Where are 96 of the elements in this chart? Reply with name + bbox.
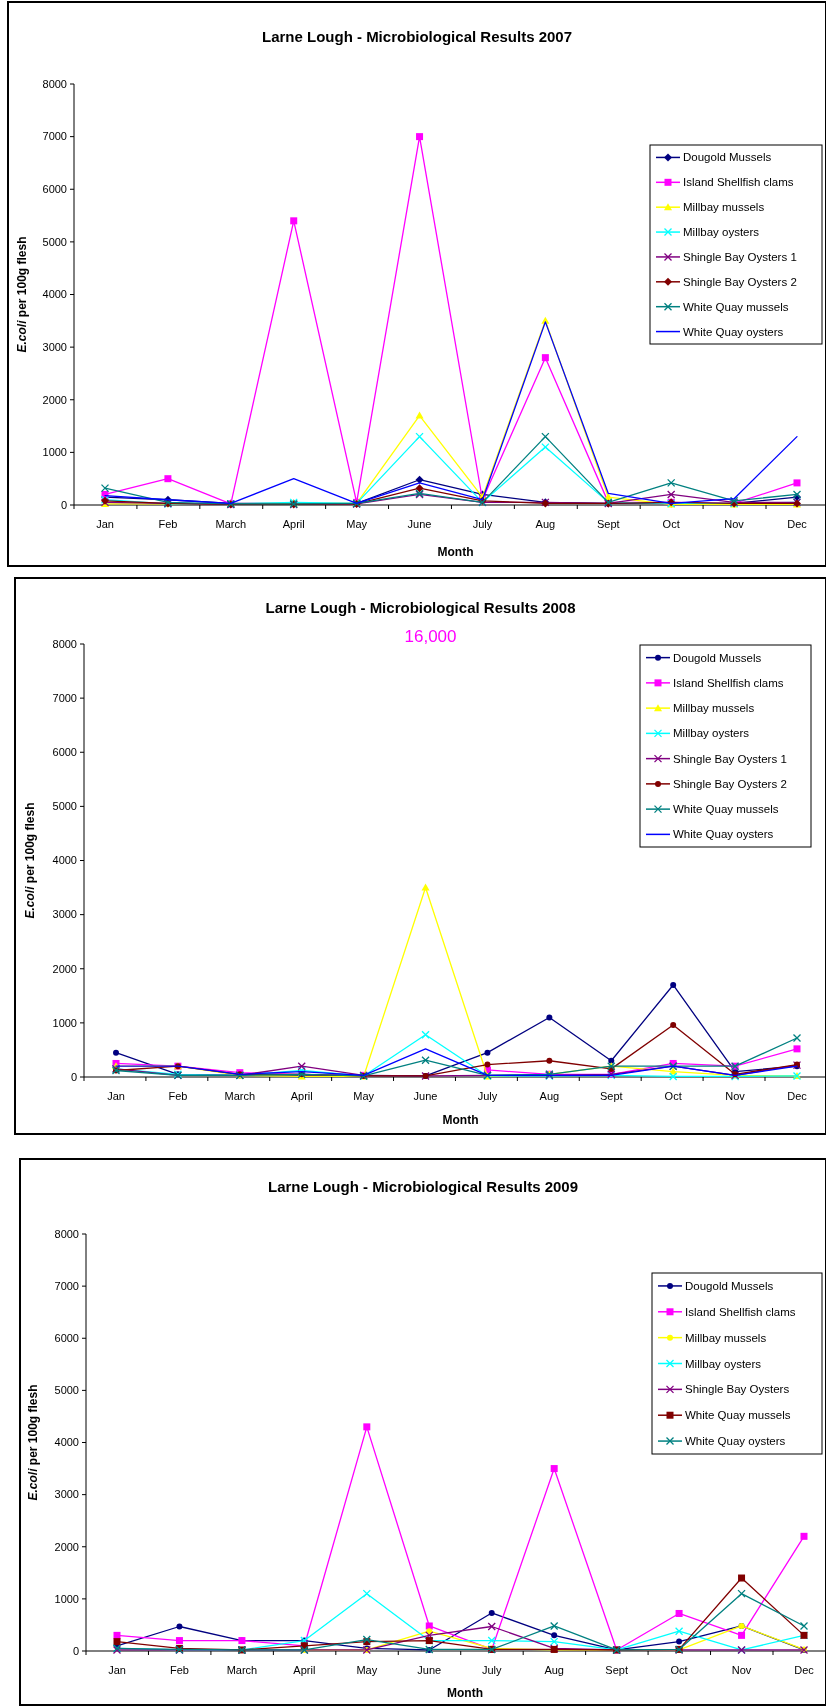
legend-label: Island Shellfish clams	[683, 176, 794, 189]
y-tick-label: 3000	[42, 340, 67, 353]
x-tick-label: Sept	[599, 1090, 623, 1102]
x-tick-label: July	[481, 1664, 503, 1676]
x-tick-label: Feb	[158, 518, 178, 530]
y-tick-label: 4000	[42, 288, 67, 301]
legend-label: Millbay mussels	[685, 1331, 767, 1344]
legend-label: White Quay oysters	[673, 828, 774, 841]
y-axis-title: E.coli per 100g flesh	[15, 236, 30, 353]
legend-label: Dougold Mussels	[683, 151, 772, 164]
chart-title: Larne Lough - Microbiological Results 2007	[261, 28, 573, 45]
y-tick-label: 4000	[52, 854, 77, 867]
x-tick-label: Oct	[670, 1664, 688, 1676]
x-tick-label: Aug	[535, 518, 556, 530]
y-tick-label: 7000	[42, 130, 67, 143]
y-tick-label: 0	[60, 498, 67, 511]
x-tick-label: Aug	[544, 1664, 564, 1676]
y-tick-label: 1000	[52, 1016, 77, 1029]
legend-label: Shingle Bay Oysters	[685, 1383, 790, 1396]
x-tick-label: Aug	[539, 1090, 560, 1102]
x-axis-title: Month	[447, 1686, 483, 1700]
legend-label: Millbay oysters	[683, 226, 760, 239]
y-tick-label: 2000	[42, 393, 67, 406]
x-tick-label: Sept	[605, 1664, 628, 1676]
legend-label: Millbay mussels	[673, 702, 755, 715]
y-tick-label: 7000	[54, 1279, 79, 1292]
x-axis-title: Month	[442, 1113, 479, 1127]
x-tick-label: Sept	[596, 518, 620, 530]
legend-label: White Quay oysters	[683, 325, 784, 338]
legend-label: Shingle Bay Oysters 2	[683, 275, 797, 288]
x-tick-label: Dec	[787, 1090, 808, 1102]
y-tick-label: 3000	[54, 1488, 79, 1501]
x-tick-label: Jan	[108, 1664, 126, 1676]
y-tick-label: 5000	[54, 1384, 79, 1397]
x-tick-label: Nov	[731, 1664, 752, 1676]
x-tick-label: July	[472, 518, 493, 530]
x-tick-label: April	[290, 1090, 313, 1102]
x-axis-title: Month	[437, 545, 474, 559]
legend-label: Shingle Bay Oysters 2	[673, 777, 787, 790]
y-tick-label: 3000	[52, 908, 77, 921]
x-tick-label: June	[407, 518, 432, 530]
y-tick-label: 7000	[52, 691, 77, 704]
legend-label: White Quay mussels	[685, 1409, 791, 1422]
legend-label: Millbay mussels	[683, 201, 765, 214]
x-tick-label: Dec	[794, 1664, 815, 1676]
y-tick-label: 4000	[54, 1436, 79, 1449]
legend-label: Shingle Bay Oysters 1	[673, 752, 787, 765]
y-tick-label: 6000	[42, 183, 67, 196]
legend-label: Millbay oysters	[673, 727, 750, 740]
y-tick-label: 8000	[42, 77, 67, 90]
x-tick-label: May	[356, 1664, 378, 1676]
y-tick-label: 1000	[54, 1592, 79, 1605]
legend-label: White Quay oysters	[685, 1435, 786, 1448]
chart-title: Larne Lough - Microbiological Results 2009	[267, 1178, 579, 1195]
x-tick-label: May	[353, 1090, 375, 1102]
y-tick-label: 1000	[42, 446, 67, 459]
x-tick-label: June	[417, 1664, 442, 1676]
x-tick-label: June	[413, 1090, 438, 1102]
x-tick-label: April	[293, 1664, 316, 1676]
legend-label: Island Shellfish clams	[673, 676, 784, 689]
x-tick-label: March	[226, 1664, 258, 1676]
x-tick-label: Nov	[725, 1090, 746, 1102]
y-tick-label: 2000	[52, 962, 77, 975]
x-tick-label: Feb	[169, 1664, 189, 1676]
x-tick-label: May	[346, 518, 368, 530]
x-tick-label: Jan	[96, 518, 114, 530]
y-tick-label: 8000	[54, 1227, 79, 1240]
x-tick-label: March	[215, 518, 247, 530]
legend-label: Millbay oysters	[685, 1357, 762, 1370]
y-tick-label: 5000	[52, 800, 77, 813]
y-tick-label: 8000	[52, 637, 77, 650]
y-tick-label: 5000	[42, 235, 67, 248]
x-tick-label: April	[282, 518, 305, 530]
x-tick-label: Oct	[662, 518, 680, 530]
y-tick-label: 0	[72, 1644, 79, 1657]
chart-title: Larne Lough - Microbiological Results 2008	[265, 599, 576, 616]
x-tick-label: Feb	[168, 1090, 188, 1102]
x-tick-label: Jan	[107, 1090, 125, 1102]
legend-label: White Quay mussels	[673, 803, 779, 816]
legend-label: Shingle Bay Oysters 1	[683, 250, 797, 263]
legend-label: Dougold Mussels	[685, 1279, 774, 1292]
x-tick-label: Oct	[664, 1090, 682, 1102]
y-axis-title: E.coli per 100g flesh	[26, 1384, 41, 1501]
y-tick-label: 0	[70, 1070, 77, 1083]
x-tick-label: July	[477, 1090, 498, 1102]
y-tick-label: 6000	[54, 1332, 79, 1345]
x-tick-label: March	[224, 1090, 256, 1102]
y-tick-label: 6000	[52, 746, 77, 759]
legend-label: Island Shellfish clams	[685, 1305, 796, 1318]
y-axis-title: E.coli per 100g flesh	[23, 802, 38, 919]
x-tick-label: Nov	[724, 518, 745, 530]
legend-label: Dougold Mussels	[673, 651, 762, 664]
y-tick-label: 2000	[54, 1540, 79, 1553]
x-tick-label: Dec	[787, 518, 808, 530]
annotation: 16,000	[404, 627, 457, 646]
legend-label: White Quay mussels	[683, 300, 789, 313]
